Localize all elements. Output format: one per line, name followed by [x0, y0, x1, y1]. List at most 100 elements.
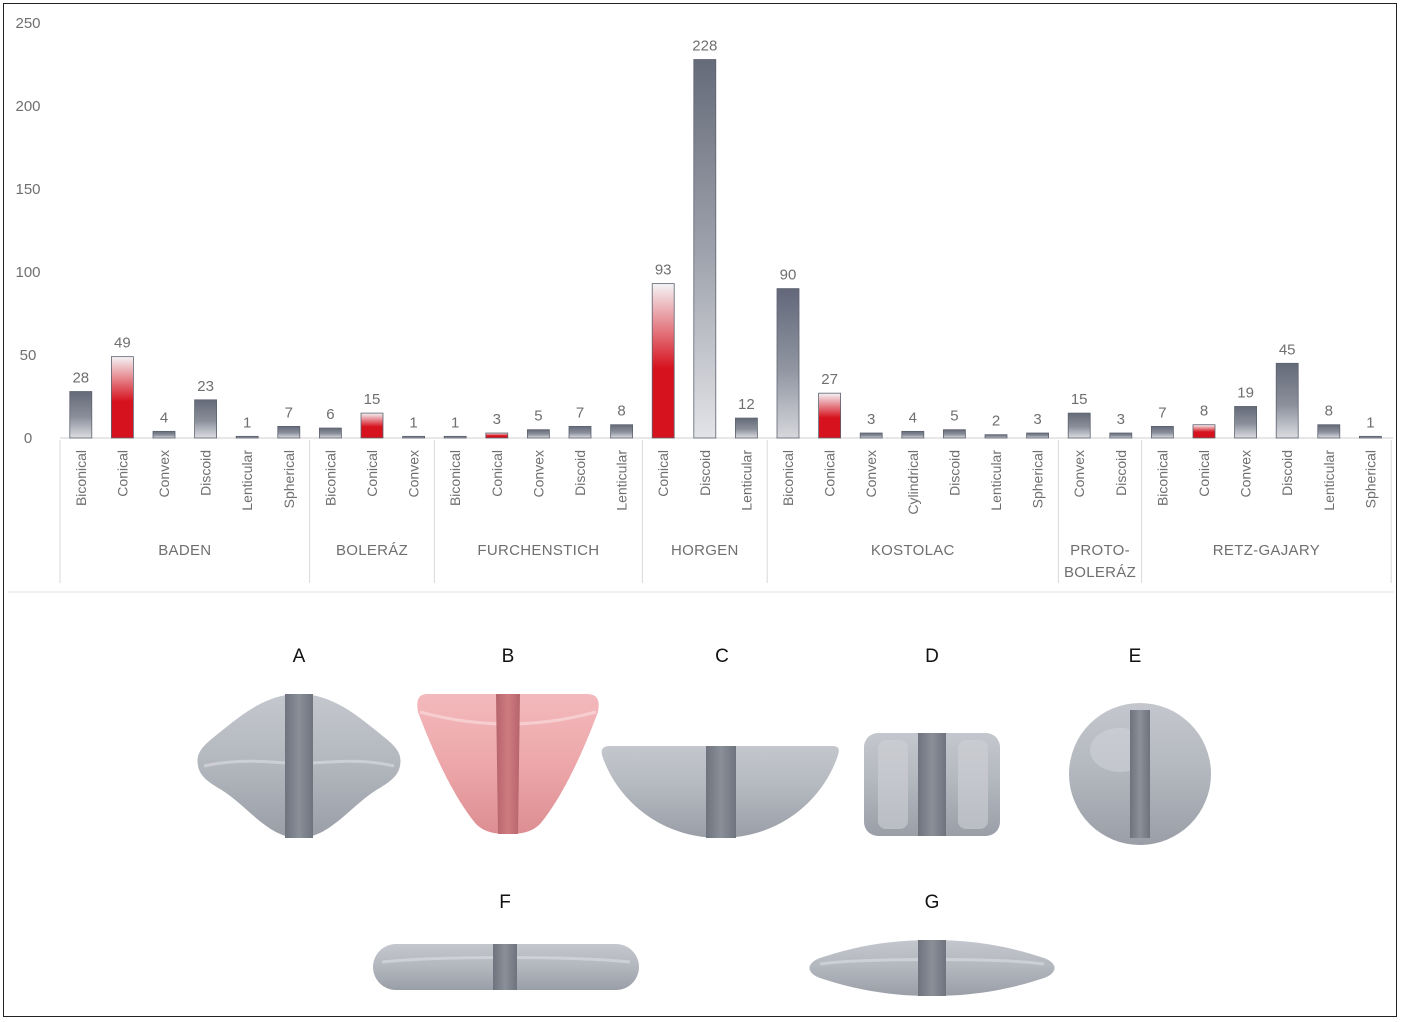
figure-frame: [3, 3, 1397, 1017]
category-label: Conical: [1196, 450, 1212, 497]
y-tick-label: 200: [15, 98, 40, 115]
category-label: Discoid: [1113, 450, 1129, 496]
bar-biconical: [1151, 425, 1174, 439]
bar-discoid: [1109, 432, 1133, 439]
shape-cylindrical: D: [864, 646, 1000, 836]
data-label: 15: [1071, 391, 1088, 408]
y-tick-label: 0: [24, 430, 32, 447]
shape-label: E: [1129, 646, 1142, 667]
data-label: 27: [821, 371, 838, 388]
data-label: 5: [950, 408, 958, 425]
category-label: Discoid: [697, 450, 713, 496]
data-label: 8: [617, 403, 625, 420]
y-tick-label: 50: [20, 347, 37, 364]
shape-discoid: F: [373, 892, 639, 990]
category-label: Convex: [1238, 450, 1254, 497]
category-label: Conical: [655, 450, 671, 497]
category-label: Spherical: [281, 450, 297, 508]
category-label: Biconical: [780, 450, 796, 506]
shape-label: B: [502, 646, 515, 667]
data-label: 3: [1117, 411, 1125, 428]
group-label: RETZ-GAJARY: [1213, 542, 1320, 559]
data-label: 49: [114, 335, 131, 352]
data-label: 1: [451, 414, 459, 431]
bar-chart: 05010015020025028Biconical49Conical4Conv…: [8, 15, 1394, 593]
bar-biconical: [443, 435, 467, 439]
data-label: 1: [409, 414, 417, 431]
data-label: 90: [780, 267, 797, 284]
category-label: Lenticular: [988, 450, 1004, 511]
category-label: Spherical: [1030, 450, 1046, 508]
data-label: 28: [72, 370, 89, 387]
data-label: 1: [1366, 414, 1374, 431]
bar-discoid: [693, 59, 717, 439]
category-label: Discoid: [198, 450, 214, 496]
bar-discoid: [568, 425, 592, 439]
data-label: 5: [534, 408, 542, 425]
category-label: Conical: [822, 450, 838, 497]
group-label: BADEN: [158, 542, 211, 559]
shape-label: C: [715, 646, 729, 667]
data-label: 6: [326, 406, 334, 423]
group-label: FURCHENSTICH: [477, 542, 599, 559]
category-label: Lenticular: [239, 450, 255, 511]
bar-convex: [527, 429, 550, 439]
data-label: 4: [909, 409, 917, 426]
data-label: 3: [1033, 411, 1041, 428]
category-label: Discoid: [572, 450, 588, 496]
data-label: 2: [992, 413, 1000, 430]
bar-spherical: [1026, 432, 1049, 439]
group-label: HORGEN: [671, 542, 739, 559]
shape-biconical: A: [197, 646, 401, 838]
category-label: Cylindrical: [905, 450, 921, 515]
bar-discoid: [943, 429, 966, 439]
category-label: Biconical: [322, 450, 338, 506]
data-label: 3: [493, 411, 501, 428]
bar-conical: [818, 392, 841, 439]
data-label: 8: [1200, 403, 1208, 420]
shape-label: D: [925, 646, 939, 667]
group-label: PROTO-: [1070, 542, 1130, 559]
group-label: BOLERÁZ: [336, 542, 408, 559]
bar-biconical: [69, 391, 93, 439]
category-label: Spherical: [1362, 450, 1378, 508]
bar-cylindrical: [901, 430, 925, 439]
bar-conical: [111, 356, 134, 439]
data-label: 45: [1279, 341, 1296, 358]
shapes-panel: A B C D E: [197, 646, 1211, 996]
data-label: 7: [1158, 404, 1166, 421]
data-label: 12: [738, 396, 755, 413]
shape-label: A: [293, 646, 306, 667]
shape-label: G: [925, 892, 940, 913]
bar-discoid: [194, 399, 218, 439]
bar-conical: [1192, 424, 1216, 439]
shape-lenticular: G: [809, 892, 1055, 996]
bar-lenticular: [235, 435, 259, 439]
category-label: Lenticular: [1321, 450, 1337, 511]
category-label: Convex: [530, 450, 546, 497]
category-label: Biconical: [73, 450, 89, 506]
bar-spherical: [277, 425, 301, 439]
shape-convex: C: [601, 646, 839, 838]
data-label: 4: [160, 409, 168, 426]
bar-conical: [360, 412, 384, 439]
data-label: 7: [285, 404, 293, 421]
bar-convex: [1234, 406, 1257, 439]
bar-conical: [485, 432, 509, 439]
bar-lenticular: [984, 434, 1008, 439]
bar-biconical: [318, 427, 342, 439]
bar-convex: [859, 432, 883, 439]
data-label: 15: [364, 391, 381, 408]
data-label: 1: [243, 414, 251, 431]
shape-label: F: [499, 892, 511, 913]
category-label: Discoid: [946, 450, 962, 496]
y-tick-label: 250: [15, 15, 40, 32]
group-label: BOLERÁZ: [1064, 564, 1136, 581]
bar-conical: [651, 283, 675, 439]
data-label: 7: [576, 404, 584, 421]
y-tick-label: 100: [15, 264, 40, 281]
data-label: 19: [1237, 384, 1254, 401]
data-label: 8: [1325, 403, 1333, 420]
data-label: 3: [867, 411, 875, 428]
